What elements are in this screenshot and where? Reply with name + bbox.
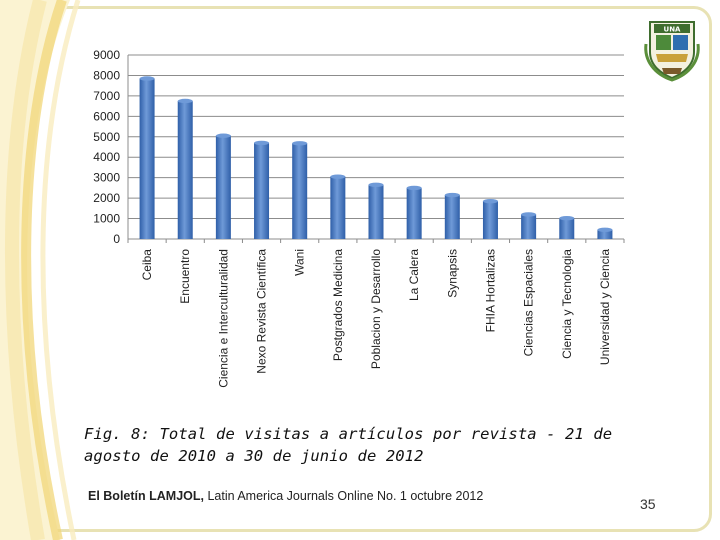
bar-cap <box>559 215 575 221</box>
bar-cap <box>215 133 231 138</box>
bar <box>444 195 460 239</box>
x-category-label: Encuentro <box>178 249 192 304</box>
y-tick-label: 8000 <box>93 68 120 82</box>
x-category-label: Nexo Revista Científica <box>255 249 269 374</box>
bar <box>559 218 575 239</box>
x-category-label: Synapsis <box>445 249 459 298</box>
bar <box>368 184 384 239</box>
bar <box>406 187 422 239</box>
y-tick-label: 2000 <box>93 191 120 205</box>
bar-cap <box>292 141 308 146</box>
bar-cap <box>368 182 384 188</box>
x-category-label: FHIA Hortalizas <box>483 249 497 332</box>
y-tick-label: 6000 <box>93 109 120 123</box>
y-tick-label: 0 <box>113 232 120 246</box>
bar <box>254 142 270 239</box>
bar <box>139 78 155 239</box>
bar <box>292 143 308 239</box>
footer-publication: El Boletín LAMJOL, <box>88 489 204 503</box>
bar-cap <box>406 185 422 191</box>
y-tick-label: 3000 <box>93 171 120 185</box>
bar-cap <box>139 76 155 81</box>
x-category-label: La Calera <box>407 249 421 301</box>
bar-cap <box>521 212 537 217</box>
bar <box>482 201 498 239</box>
bar-chart: 0 1000 2000 3000 4000 5000 6000 7000 8000 9000 Cei… <box>93 48 625 388</box>
x-category-label: Universidad y Ciencia <box>598 249 612 365</box>
x-category-label: Ciencia e Interculturalidad <box>216 249 230 388</box>
bar <box>330 176 346 239</box>
decorative-swoosh <box>0 0 81 540</box>
y-tick-label: 1000 <box>93 212 120 226</box>
page-number: 35 <box>640 496 656 512</box>
bar-cap <box>597 227 613 232</box>
bar-cap <box>330 174 346 179</box>
y-tick-label: 5000 <box>93 130 120 144</box>
x-category-label: Ceiba <box>140 249 154 281</box>
bar <box>521 214 537 239</box>
figure-caption: Fig. 8: Total de visitas a artículos por… <box>84 425 613 465</box>
x-category-label: Postgrados Medicina <box>331 249 345 361</box>
bar <box>177 101 193 239</box>
x-category-label: Poblacion y Desarrollo <box>369 249 383 369</box>
logo-text: UNA <box>664 26 682 34</box>
y-tick-label: 7000 <box>93 89 120 103</box>
y-tick-label: 4000 <box>93 150 120 164</box>
bar-cap <box>444 192 460 198</box>
bar <box>215 135 231 239</box>
bar-cap <box>482 198 498 204</box>
y-tick-label: 9000 <box>93 48 120 62</box>
footer: El Boletín LAMJOL, Latin America Journal… <box>88 489 483 503</box>
x-category-label: Wani <box>293 249 307 276</box>
bar-cap <box>254 140 270 146</box>
footer-details: Latin America Journals Online No. 1 octu… <box>203 489 484 503</box>
x-category-label: Ciencias Espaciales <box>522 249 536 356</box>
x-category-label: Ciencia y Tecnologia <box>560 249 574 359</box>
bar-cap <box>177 98 193 104</box>
university-seal-logo: UNA <box>644 21 700 82</box>
bar <box>597 229 613 239</box>
